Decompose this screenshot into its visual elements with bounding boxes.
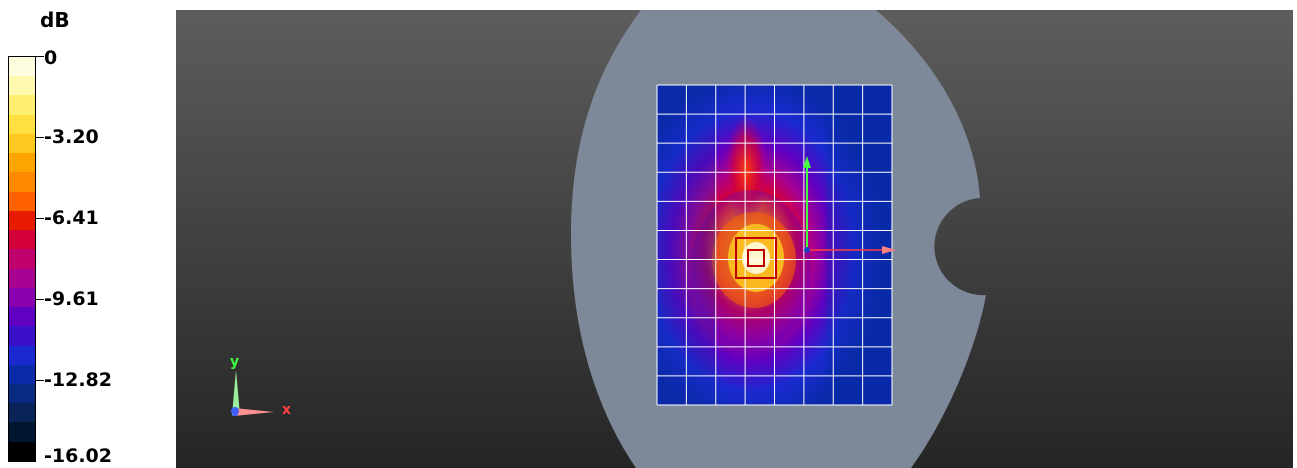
scale-tick: [36, 299, 44, 300]
scale-color-step: [9, 403, 35, 423]
scale-tick: [36, 380, 44, 381]
scale-color-step: [9, 210, 35, 231]
scale-color-step: [9, 345, 35, 365]
scale-tick-label: -3.20: [44, 126, 99, 148]
viewport-scene: y x z: [230, 10, 986, 468]
measurement-grid: [656, 84, 893, 406]
scale-color-step: [9, 95, 35, 115]
scale-color-step: [9, 422, 35, 442]
scale-color-step: [9, 326, 35, 346]
legend-unit-label: dB: [40, 8, 70, 32]
scale-color-step: [9, 133, 35, 154]
scale-tick: [36, 56, 44, 57]
scale-color-step: [9, 364, 35, 384]
orientation-triad: y x z: [230, 354, 291, 419]
scale-color-step: [9, 57, 35, 77]
scale-color-step: [9, 268, 35, 288]
scale-color-step: [9, 307, 35, 327]
scale-color-step: [9, 287, 35, 308]
axis-label-z: z: [232, 406, 238, 419]
scale-color-step: [9, 230, 35, 250]
scale-color-step: [9, 249, 35, 269]
scale-tick: [36, 137, 44, 138]
axis-label-y: y: [230, 354, 239, 370]
scale-tick-label: 0: [44, 47, 58, 69]
scale-tick: [36, 218, 44, 219]
color-scale-legend: dB 0 -3.20 -6.41 -9.61 -12.82 -16.02: [0, 0, 170, 468]
scale-tick-label: -16.02: [44, 445, 112, 467]
local-axes: [803, 156, 896, 254]
axis-label-x: x: [282, 402, 291, 418]
scale-color-step: [9, 114, 35, 134]
scale-color-step: [9, 383, 35, 404]
3d-viewport[interactable]: y x z: [176, 10, 1293, 468]
peak-marker: [735, 237, 777, 279]
scale-color-step: [9, 76, 35, 96]
scale-color-step: [9, 191, 35, 211]
scale-tick-label: -12.82: [44, 369, 112, 391]
scale-color-step: [9, 153, 35, 173]
scale-tick-label: -6.41: [44, 207, 99, 229]
field-distribution-map: [656, 84, 893, 406]
scale-color-step: [9, 172, 35, 192]
scale-tick-label: -9.61: [44, 288, 99, 310]
color-scale-bar: [8, 56, 36, 462]
scale-color-step: [9, 441, 35, 461]
